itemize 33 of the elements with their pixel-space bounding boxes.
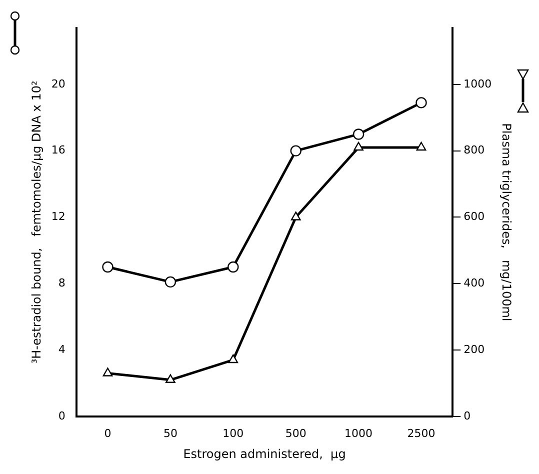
y2-tick-label: 600 [464,210,485,224]
y2-tick-label: 200 [464,342,485,356]
y-tick-label: 20 [51,77,66,90]
x-tick-label: 500 [285,426,306,440]
point [290,212,301,220]
point [354,142,364,151]
point [164,276,176,288]
point [102,368,113,376]
point [166,374,176,383]
y2-tick-label: 0 [464,409,471,422]
y-axis-title: ³H-estradiol bound, femtomoles/µg DNA x 10² [29,80,44,364]
y2-axis-title: Plasma triglycerides, mg/100ml [500,123,514,322]
y-tick-label: 8 [58,276,66,290]
y-tick-label: 16 [51,144,66,157]
y-tick-label: 0 [58,409,66,422]
y2-tick-label: 1000 [464,77,492,90]
point [352,128,364,140]
x-tick-label: 1000 [344,426,373,440]
x-tick-label: 50 [163,426,178,440]
x-tick-label: 100 [222,426,244,440]
y2-tick-label: 400 [464,276,485,290]
point [102,261,114,273]
point [228,354,238,364]
y-tick-label: 4 [58,342,66,356]
point [416,97,427,108]
x-axis-title: Estrogen administered, µg [183,446,346,461]
y-tick-label: 12 [51,210,66,224]
x-tick-label: 0 [104,426,112,440]
point [290,145,302,156]
point [416,142,426,151]
y2-tick-label: 800 [464,144,485,157]
point [228,261,239,273]
x-tick-label: 2500 [407,426,436,440]
